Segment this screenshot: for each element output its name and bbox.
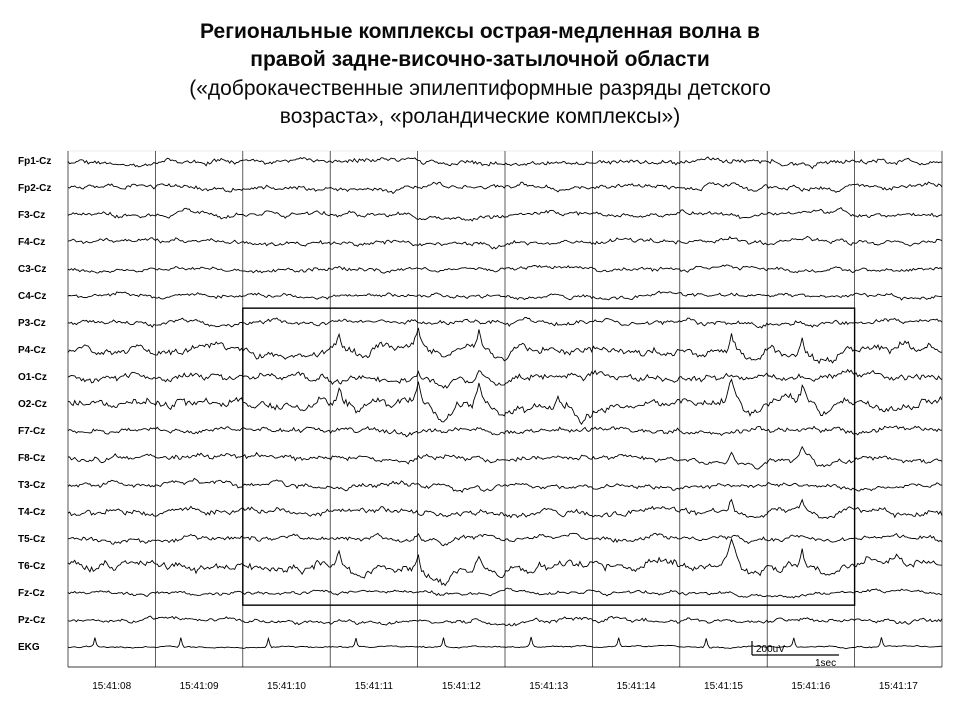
title-line-2: правой задне-височно-затылочной области — [40, 46, 920, 74]
svg-text:F7-Cz: F7-Cz — [18, 426, 45, 437]
svg-text:O2-Cz: O2-Cz — [18, 399, 47, 410]
svg-text:Fz-Cz: Fz-Cz — [18, 588, 45, 599]
svg-text:Fp1-Cz: Fp1-Cz — [18, 156, 51, 167]
svg-text:15:41:08: 15:41:08 — [92, 681, 131, 692]
svg-text:T4-Cz: T4-Cz — [18, 507, 45, 518]
title-line-4: возраста», «роландические комплексы») — [40, 103, 920, 131]
svg-text:Pz-Cz: Pz-Cz — [18, 615, 45, 626]
svg-text:15:41:16: 15:41:16 — [791, 681, 830, 692]
svg-text:15:41:15: 15:41:15 — [704, 681, 743, 692]
svg-text:EKG: EKG — [18, 642, 40, 653]
svg-text:15:41:09: 15:41:09 — [180, 681, 219, 692]
svg-text:1sec: 1sec — [815, 658, 836, 669]
svg-text:200uV: 200uV — [756, 644, 785, 655]
svg-text:C4-Cz: C4-Cz — [18, 291, 46, 302]
svg-text:T3-Cz: T3-Cz — [18, 480, 45, 491]
svg-text:P3-Cz: P3-Cz — [18, 318, 46, 329]
svg-text:15:41:12: 15:41:12 — [442, 681, 481, 692]
svg-text:C3-Cz: C3-Cz — [18, 264, 46, 275]
svg-text:O1-Cz: O1-Cz — [18, 372, 47, 383]
eeg-chart: Fp1-Cz Fp2-Cz F3-Cz F4-Cz C3-Cz C4-Cz P3-Cz P4-… — [12, 145, 948, 701]
svg-text:P4-Cz: P4-Cz — [18, 345, 46, 356]
title-line-1: Региональные комплексы острая-медленная … — [40, 18, 920, 46]
svg-text:15:41:17: 15:41:17 — [879, 681, 918, 692]
svg-text:F8-Cz: F8-Cz — [18, 453, 45, 464]
svg-text:15:41:10: 15:41:10 — [267, 681, 306, 692]
svg-text:Fp2-Cz: Fp2-Cz — [18, 183, 51, 194]
eeg-svg: Fp1-Cz Fp2-Cz F3-Cz F4-Cz C3-Cz C4-Cz P3-Cz P4-… — [12, 145, 948, 701]
svg-text:T6-Cz: T6-Cz — [18, 561, 45, 572]
svg-text:15:41:14: 15:41:14 — [617, 681, 656, 692]
svg-text:T5-Cz: T5-Cz — [18, 534, 45, 545]
title-line-3: («доброкачественные эпилептиформные разр… — [40, 75, 920, 103]
header: Региональные комплексы острая-медленная … — [0, 0, 960, 139]
svg-text:15:41:11: 15:41:11 — [355, 681, 394, 692]
svg-text:15:41:13: 15:41:13 — [529, 681, 568, 692]
svg-text:F3-Cz: F3-Cz — [18, 210, 45, 221]
svg-text:F4-Cz: F4-Cz — [18, 237, 45, 248]
